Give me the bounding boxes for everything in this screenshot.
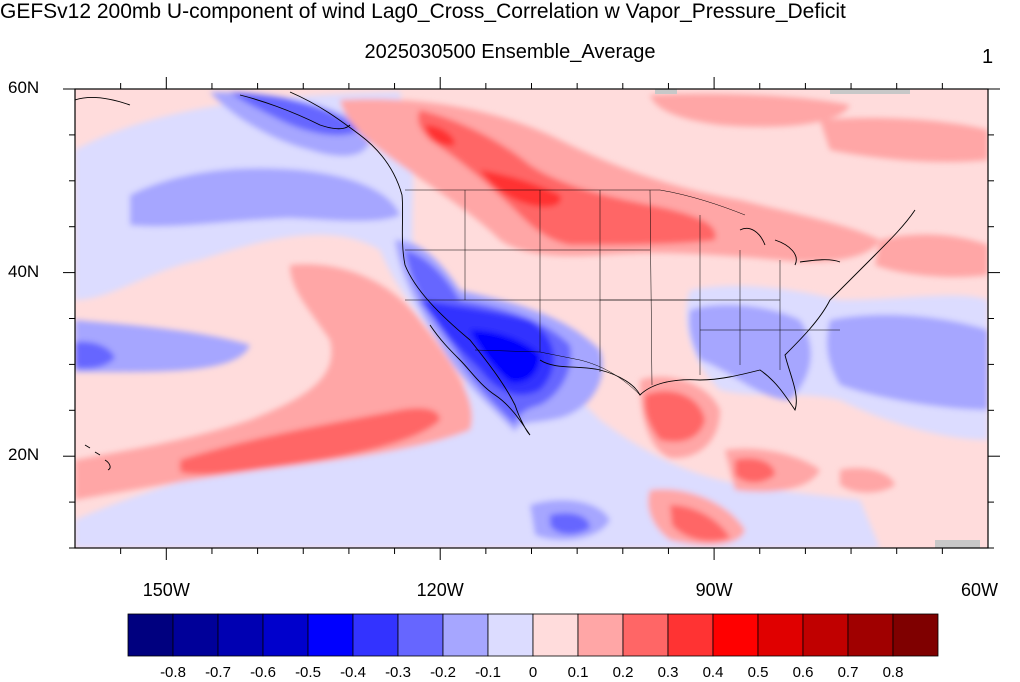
lon-tick-label: 60W	[960, 580, 998, 600]
colorbar-box	[622, 613, 669, 657]
colorbar	[127, 613, 939, 657]
colorbar-box	[847, 613, 894, 657]
state-lines	[405, 189, 840, 386]
correlation-field	[75, 89, 988, 548]
lon-tick-label: 90W	[695, 580, 733, 600]
field-region-red-light	[840, 468, 895, 493]
colorbar-tick-label: -0.8	[160, 664, 186, 681]
coastlines	[75, 91, 916, 471]
colorbar-box	[532, 613, 579, 657]
colorbar-box	[127, 613, 174, 657]
colorbar-box	[217, 613, 264, 657]
colorbar-box	[307, 613, 354, 657]
field-region-red-light	[650, 93, 850, 127]
field-region-blue	[689, 304, 811, 400]
field-region-blue-strong	[550, 513, 590, 535]
us-canada-border	[405, 189, 746, 216]
colorbar-tick-label: 0.4	[702, 664, 724, 681]
great-lakes-outline	[739, 227, 841, 266]
field-region-red	[418, 110, 716, 245]
axis-ticks	[63, 77, 1000, 560]
colorbar-box	[487, 613, 534, 657]
lat-tick-label: 60N	[8, 78, 40, 97]
field-region-red	[644, 391, 705, 442]
colorbar-box	[892, 613, 939, 657]
missing-data-patch	[655, 89, 677, 94]
field-region-red-light	[875, 234, 988, 277]
colorbar-tick-label: 0.7	[837, 664, 859, 681]
lat-tick-label: 40N	[8, 261, 40, 281]
north-american-coastline	[289, 91, 916, 436]
hawaii-outline	[84, 444, 111, 471]
field-region-blue	[130, 168, 400, 227]
alaska-islands-outline	[75, 94, 351, 130]
field-region-blue	[827, 314, 988, 410]
lat-tick-label: 20N	[8, 445, 40, 465]
lon-tick-label: 150W	[142, 580, 190, 600]
field-region-red	[670, 505, 730, 542]
colorbar-box	[262, 613, 309, 657]
us-mexico-border	[474, 349, 641, 396]
field-region-red	[180, 408, 440, 475]
field-region-blue	[75, 320, 250, 372]
colorbar-tick-label: -0.1	[475, 664, 501, 681]
colorbar-tick-label: 0.5	[747, 664, 769, 681]
missing-data-patch	[830, 89, 910, 94]
field-region-blue-core	[470, 330, 540, 383]
field-region-red	[735, 458, 775, 483]
colorbar-tick-label: -0.7	[205, 664, 231, 681]
colorbar-box	[352, 613, 399, 657]
colorbar-tick-label: 0.2	[612, 664, 634, 681]
colorbar-tick-label: -0.2	[430, 664, 456, 681]
colorbar-box	[757, 613, 804, 657]
colorbar-tick-label: 0.8	[882, 664, 904, 681]
colorbar-box	[712, 613, 759, 657]
colorbar-tick-label: -0.3	[385, 664, 411, 681]
colorbar-tick-label: 0	[528, 664, 538, 681]
panel-number: 1	[982, 46, 994, 68]
colorbar-tick-label: -0.4	[340, 664, 366, 681]
lon-tick-label: 120W	[416, 580, 464, 600]
colorbar-tick-label: -0.5	[295, 664, 321, 681]
colorbar-box	[442, 613, 489, 657]
field-region-red-strong	[480, 170, 561, 207]
colorbar-box	[667, 613, 714, 657]
plot-subtitle: 2025030500 Ensemble_Average	[364, 41, 656, 63]
field-region-red-strong	[425, 125, 455, 146]
colorbar-box	[577, 613, 624, 657]
colorbar-box	[172, 613, 219, 657]
colorbar-tick-label: 0.3	[657, 664, 679, 681]
field-region-blue-strong	[75, 341, 115, 369]
missing-data-patch	[935, 540, 980, 548]
plot-title: GEFSv12 200mb U-component of wind Lag0_C…	[0, 0, 846, 23]
field-region-red-light	[820, 118, 988, 162]
colorbar-tick-label: -0.6	[250, 664, 276, 681]
state-borders	[405, 189, 840, 396]
colorbar-box	[802, 613, 849, 657]
colorbar-tick-label: 0.1	[567, 664, 589, 681]
colorbar-tick-label: 0.6	[792, 664, 814, 681]
colorbar-box	[397, 613, 444, 657]
